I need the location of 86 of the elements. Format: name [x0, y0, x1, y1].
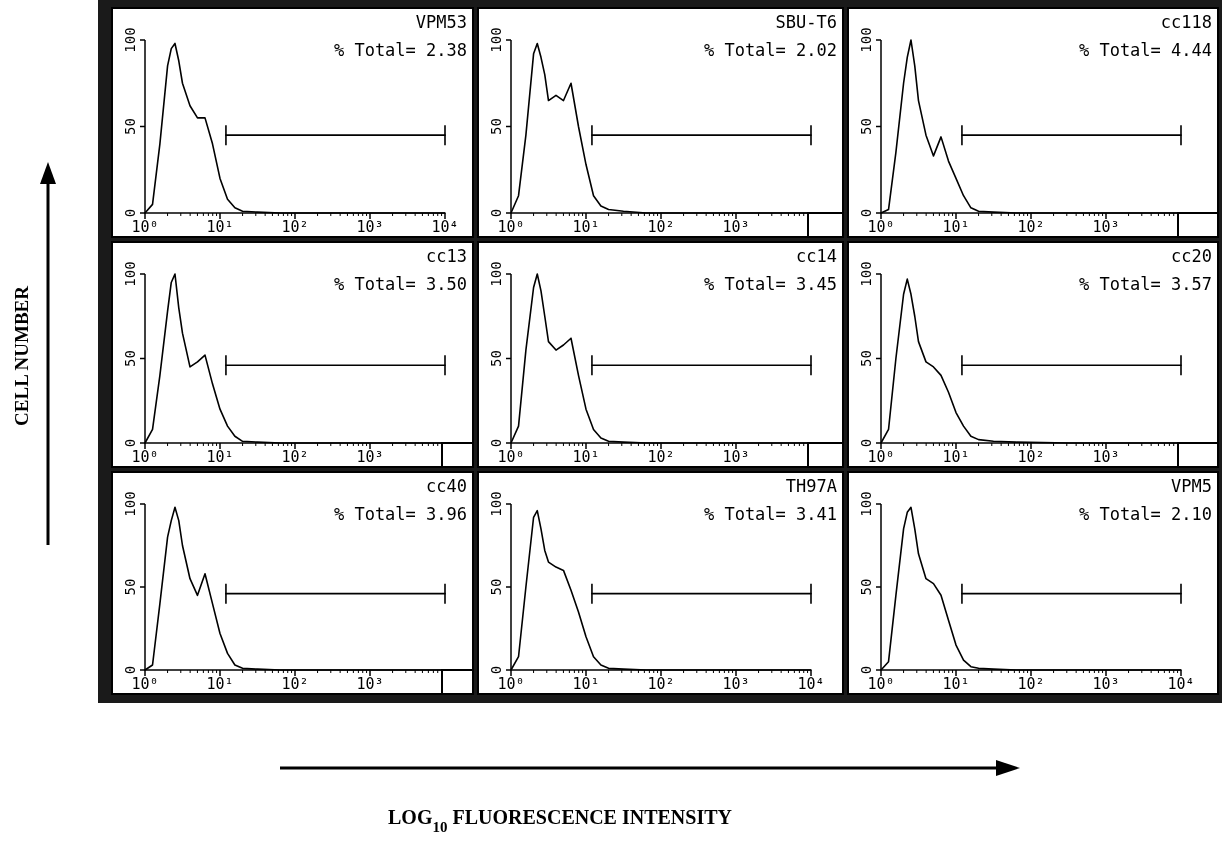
- x-tick-label: 10⁰: [867, 448, 895, 466]
- x-tick-label: 10³: [1092, 218, 1120, 236]
- y-tick-label: 0: [488, 208, 504, 218]
- y-tick-label: 0: [488, 438, 504, 448]
- annotation: % Total= 3.41: [703, 504, 837, 524]
- x-tick-label: 10¹: [942, 675, 970, 693]
- x-tick-label: 10⁰: [497, 448, 525, 466]
- y-axis-title: CELL NUMBER: [11, 285, 32, 426]
- x-tick-label: 10²: [281, 675, 309, 693]
- x-tick-label: 10²: [647, 218, 675, 236]
- y-tick-label: 50: [488, 350, 504, 367]
- y-tick-label: 100: [488, 261, 504, 287]
- y-tick-label: 0: [122, 208, 138, 218]
- y-tick-label: 100: [122, 491, 138, 517]
- x-tick-label: 10¹: [572, 675, 600, 693]
- x-tick-label: 10⁰: [131, 218, 159, 236]
- text: cc20: [1171, 246, 1212, 266]
- y-tick-label: 100: [122, 27, 138, 53]
- y-tick-label: 50: [122, 578, 138, 596]
- annotation: % Total= 3.96: [333, 504, 467, 524]
- x-tick-label: 10²: [281, 218, 309, 236]
- text: VPM53: [415, 12, 467, 32]
- text: cc40: [426, 476, 467, 496]
- y-tick-label: 100: [488, 27, 504, 53]
- x-tick-label: 10²: [1017, 675, 1045, 693]
- annotation: % Total= 3.45: [703, 274, 837, 294]
- y-tick-label: 50: [858, 350, 874, 367]
- x-tick-label: 10¹: [206, 448, 234, 466]
- y-tick-label: 50: [488, 118, 504, 135]
- x-tick-label: 10⁰: [867, 675, 895, 693]
- y-tick-label: 0: [858, 208, 874, 218]
- y-tick-label: 100: [858, 261, 874, 287]
- x-tick-label: 10⁰: [867, 218, 895, 236]
- x-tick-label: 10⁰: [497, 218, 525, 236]
- y-tick-label: 100: [858, 27, 874, 53]
- x-tick-label: 10⁴: [431, 218, 459, 236]
- x-tick-label: 10¹: [206, 218, 234, 236]
- y-tick-label: 100: [488, 491, 504, 517]
- text: cc14: [796, 246, 837, 266]
- annotation: % Total= 3.57: [1078, 274, 1212, 294]
- x-tick-label: 10²: [1017, 448, 1045, 466]
- y-tick-label: 0: [858, 665, 874, 675]
- x-tick-label: 10¹: [572, 448, 600, 466]
- x-tick-label: 10²: [647, 448, 675, 466]
- y-tick-label: 0: [122, 438, 138, 448]
- x-tick-label: 10³: [356, 448, 384, 466]
- x-tick-label: 10⁰: [497, 675, 525, 693]
- x-tick-label: 10³: [356, 675, 384, 693]
- text: cc13: [426, 246, 467, 266]
- y-tick-label: 100: [858, 491, 874, 517]
- y-tick-label: 50: [858, 118, 874, 135]
- x-tick-label: 10³: [1092, 675, 1120, 693]
- x-tick-label: 10¹: [206, 675, 234, 693]
- annotation: % Total= 3.50: [333, 274, 467, 294]
- text: SBU-T6: [775, 12, 837, 32]
- y-tick-label: 0: [122, 665, 138, 675]
- x-tick-label: 10²: [647, 675, 675, 693]
- annotation: % Total= 2.38: [333, 40, 467, 60]
- x-tick-label: 10¹: [942, 218, 970, 236]
- x-tick-label: 10⁰: [131, 675, 159, 693]
- x-axis-title: LOG$_{10}$ FLUORESCENCE INTENSITY: [388, 806, 733, 835]
- y-tick-label: 50: [122, 118, 138, 135]
- x-tick-label: 10⁴: [1167, 675, 1195, 693]
- x-tick-label: 10¹: [942, 448, 970, 466]
- y-tick-label: 0: [488, 665, 504, 675]
- text: cc118: [1160, 12, 1212, 32]
- x-tick-label: 10⁰: [131, 448, 159, 466]
- annotation: % Total= 2.02: [703, 40, 837, 60]
- x-tick-label: 10³: [356, 218, 384, 236]
- x-tick-label: 10³: [722, 675, 750, 693]
- x-tick-label: 10³: [722, 218, 750, 236]
- x-tick-label: 10¹: [572, 218, 600, 236]
- x-tick-label: 10³: [1092, 448, 1120, 466]
- annotation: % Total= 4.44: [1078, 40, 1212, 60]
- annotation: % Total= 2.10: [1078, 504, 1212, 524]
- y-tick-label: 50: [122, 350, 138, 367]
- x-tick-label: 10³: [722, 448, 750, 466]
- y-tick-label: 50: [858, 578, 874, 596]
- x-tick-label: 10⁴: [797, 675, 825, 693]
- y-tick-label: 50: [488, 578, 504, 596]
- text: TH97A: [785, 476, 837, 496]
- text: VPM5: [1171, 476, 1212, 496]
- y-tick-label: 0: [858, 438, 874, 448]
- x-tick-label: 10²: [281, 448, 309, 466]
- x-tick-label: 10²: [1017, 218, 1045, 236]
- y-tick-label: 100: [122, 261, 138, 287]
